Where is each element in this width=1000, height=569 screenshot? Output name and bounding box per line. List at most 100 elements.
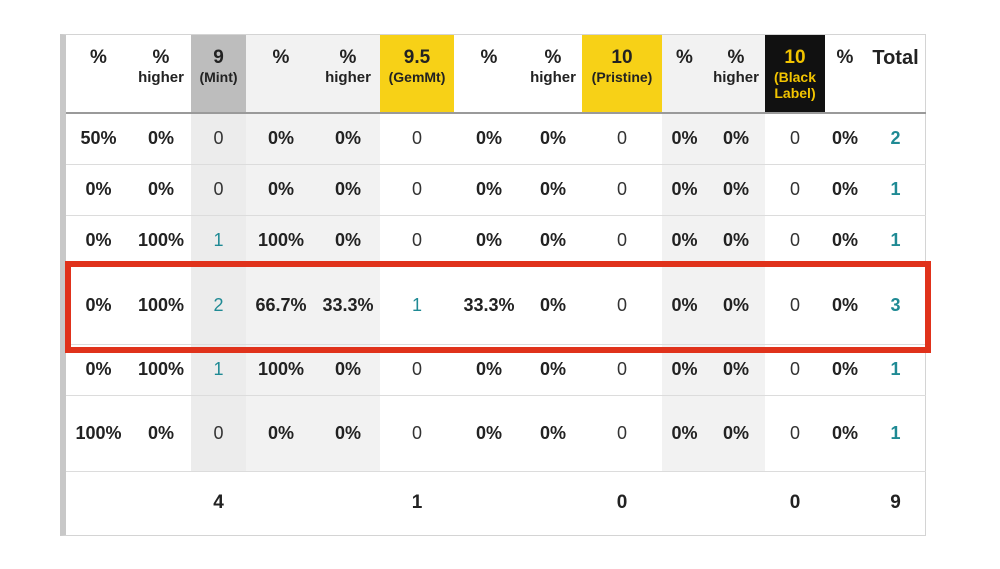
column-header-label: Total — [872, 47, 919, 69]
column-header-5: 9.5 (GemMt) — [380, 35, 454, 114]
percent-cell: 0% — [454, 215, 524, 267]
grade-count-cell: 0 — [765, 395, 825, 472]
column-header-label: % — [836, 47, 854, 68]
table-row: 0% 0% 0 0% 0% 0 0% 0% 0 0% 0% 0 0% 1 — [66, 164, 926, 216]
percent-cell: 66.7% — [246, 266, 316, 345]
grade-count-cell: 0 — [765, 215, 825, 267]
column-header-label: % — [152, 47, 170, 68]
grade-count-cell[interactable]: 2 — [191, 266, 246, 345]
percent-cell: 100% — [246, 344, 316, 396]
grade-count-cell[interactable]: 1 — [191, 215, 246, 267]
percent-cell: 0% — [707, 395, 765, 472]
percent-cell: 0% — [524, 344, 582, 396]
grade-count-cell: 0 — [582, 113, 662, 165]
percent-cell: 100% — [246, 215, 316, 267]
percent-cell: 0% — [825, 113, 865, 165]
percent-cell: 0% — [316, 113, 380, 165]
column-total — [825, 471, 865, 535]
column-header-sublabel: higher — [530, 68, 576, 86]
column-total — [246, 471, 316, 535]
column-header-label: % — [272, 47, 290, 68]
percent-cell: 0% — [825, 164, 865, 216]
grand-total: 9 — [890, 492, 901, 514]
header-row: %% higher 9 (Mint)%% higher 9.5 (GemMt)%% highe… — [66, 35, 926, 114]
column-header-label: 9 — [213, 47, 224, 68]
percent-cell: 0% — [316, 164, 380, 216]
grade-count-cell: 0 — [380, 344, 454, 396]
percent-cell: 0% — [66, 215, 131, 267]
percent-cell: 0% — [66, 266, 131, 345]
percent-cell: 0% — [524, 164, 582, 216]
percent-cell: 0% — [524, 215, 582, 267]
grade-count-cell[interactable]: 1 — [191, 344, 246, 396]
percent-cell: 0% — [131, 395, 191, 472]
percent-cell: 0% — [662, 164, 707, 216]
row-total-link[interactable]: 1 — [865, 395, 926, 472]
grade-count-cell: 0 — [380, 395, 454, 472]
grade-count-cell[interactable]: 1 — [380, 266, 454, 345]
column-header-label: 10 — [784, 47, 806, 68]
column-total: 4 — [213, 492, 224, 514]
percent-cell: 0% — [66, 164, 131, 216]
table-row: 50% 0% 0 0% 0% 0 0% 0% 0 0% 0% 0 0% 2 — [66, 113, 926, 165]
column-header-label: 10 — [611, 47, 633, 68]
grade-count-cell: 0 — [380, 164, 454, 216]
row-total-link[interactable]: 1 — [865, 164, 926, 216]
row-total-link[interactable]: 3 — [865, 266, 926, 345]
column-header-label: % — [339, 47, 357, 68]
totals-row: 4 1 0 0 9 — [66, 471, 926, 535]
percent-cell: 0% — [662, 113, 707, 165]
percent-cell: 0% — [825, 395, 865, 472]
grade-count-cell: 0 — [765, 344, 825, 396]
grade-count-cell: 0 — [191, 164, 246, 216]
percent-cell: 0% — [825, 215, 865, 267]
percent-cell: 0% — [454, 395, 524, 472]
grade-count-cell: 0 — [765, 113, 825, 165]
column-header-sublabel: (Mint) — [199, 68, 238, 85]
column-header-sublabel: (Black Label) — [773, 68, 817, 101]
column-total: 1 — [411, 492, 423, 514]
table-row: 0% 100% 1 100% 0% 0 0% 0% 0 0% 0% 0 0% 1 — [66, 215, 926, 267]
percent-cell: 0% — [316, 344, 380, 396]
percent-cell: 0% — [246, 164, 316, 216]
column-total — [131, 471, 191, 535]
percent-cell: 0% — [825, 344, 865, 396]
table-row: 0% 100% 2 66.7% 33.3% 1 33.3% 0% 0 0% 0% 0 0% 3 — [66, 266, 926, 345]
column-header-label: % — [480, 47, 498, 68]
percent-cell: 0% — [707, 266, 765, 345]
percent-cell: 0% — [316, 215, 380, 267]
percent-cell: 0% — [524, 266, 582, 345]
row-total-link[interactable]: 2 — [865, 113, 926, 165]
grade-count-cell: 0 — [582, 395, 662, 472]
column-header-2: 9 (Mint) — [191, 35, 246, 114]
column-header-8: 10 (Pristine) — [582, 35, 662, 114]
column-header-sublabel: (Pristine) — [591, 68, 653, 85]
row-total-link[interactable]: 1 — [865, 344, 926, 396]
column-header-6: % — [454, 35, 524, 114]
grade-count-cell: 0 — [582, 266, 662, 345]
grade-count-cell: 0 — [380, 215, 454, 267]
percent-cell: 0% — [454, 344, 524, 396]
column-header-sublabel: (GemMt) — [388, 68, 446, 85]
grade-count-cell: 0 — [765, 164, 825, 216]
grade-count-cell: 0 — [765, 266, 825, 345]
column-header-10: % higher — [707, 35, 765, 114]
percent-cell: 0% — [662, 215, 707, 267]
percent-cell: 0% — [131, 164, 191, 216]
percent-cell: 0% — [246, 395, 316, 472]
column-total — [707, 471, 765, 535]
column-header-label: % — [544, 47, 562, 68]
column-total — [662, 471, 707, 535]
column-header-1: % higher — [131, 35, 191, 114]
percent-cell: 100% — [66, 395, 131, 472]
percent-cell: 0% — [66, 344, 131, 396]
row-total-link[interactable]: 1 — [865, 215, 926, 267]
column-header-4: % higher — [316, 35, 380, 114]
column-header-label: % — [90, 47, 107, 68]
percent-cell: 0% — [131, 113, 191, 165]
percent-cell: 50% — [66, 113, 131, 165]
percent-cell: 33.3% — [316, 266, 380, 345]
column-header-label: % — [727, 47, 745, 68]
column-total — [524, 471, 582, 535]
grade-count-cell: 0 — [191, 395, 246, 472]
